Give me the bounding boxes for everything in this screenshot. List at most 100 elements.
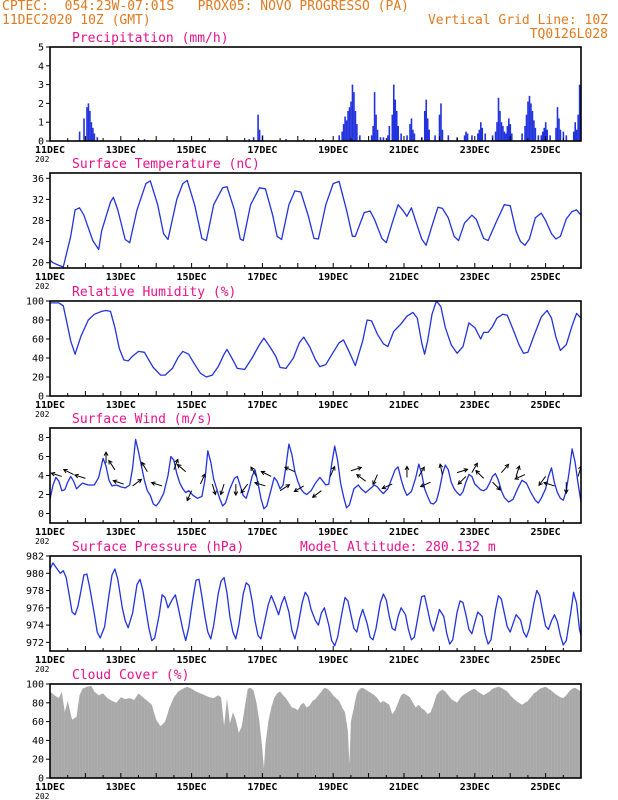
precip-bar-112 <box>578 84 581 141</box>
wind-title: Surface Wind (m/s) <box>72 412 213 427</box>
precip-bar-26 <box>348 107 351 141</box>
wind-arrow-23 <box>293 485 304 492</box>
humidity-ytick-4: 80 <box>32 316 44 327</box>
wind-arrow-37 <box>475 469 485 479</box>
precip-bar-62 <box>447 135 450 141</box>
precip-bar-54 <box>423 110 426 141</box>
humidity-ytick-3: 60 <box>32 335 44 346</box>
wind-xtick-3: 17DEC <box>247 527 277 538</box>
precip-bar-97 <box>541 131 544 141</box>
wind-xtick-0: 11DEC <box>35 527 65 538</box>
humidity-xtick-5: 21DEC <box>389 400 419 411</box>
precip-bar-104 <box>558 118 560 141</box>
precip-bar-56 <box>426 118 429 141</box>
wind-ytick-1: 2 <box>38 490 44 501</box>
precip-bar-7 <box>93 133 96 141</box>
wind-ytick-2: 4 <box>38 471 44 482</box>
precip-bar-14 <box>257 114 259 141</box>
header-line1: CPTEC: 054:23W-07:01S PROX05: NOVO PROGR… <box>2 0 409 14</box>
precip-bar-96 <box>540 135 543 141</box>
precip-bar-13 <box>252 137 255 141</box>
wind-xtick-1: 13DEC <box>106 527 136 538</box>
temperature-ytick-3: 32 <box>32 195 44 206</box>
wind-ytick-3: 6 <box>38 452 44 463</box>
precip-bar-3 <box>87 103 90 141</box>
temperature-year-stub: 202 <box>35 282 50 291</box>
precip-year-stub: 202 <box>35 155 50 164</box>
precip-bar-25 <box>347 110 349 141</box>
humidity-ytick-1: 20 <box>32 373 44 384</box>
cloud-ytick-2: 40 <box>32 736 44 747</box>
wind-xtick-5: 21DEC <box>389 527 419 538</box>
pressure-ytick-2: 976 <box>26 603 44 614</box>
pressure-ytick-0: 972 <box>26 638 44 649</box>
wind-arrow-33 <box>438 463 444 475</box>
wind-line <box>50 438 581 510</box>
wind-arrow-18 <box>250 466 257 477</box>
panel-humidity: 0 20 40 60 80 100 11DEC 13DEC 15DEC 17DEC 19DEC 21D… <box>26 285 582 419</box>
precip-bar-48 <box>406 135 408 141</box>
precip-bar-19 <box>322 139 324 141</box>
header-date: 11DEC2020 10Z (GMT) <box>2 13 151 28</box>
pressure-xtick-6: 23DEC <box>460 655 490 666</box>
pressure-annotation: Model Altitude: 280.132 m <box>300 540 496 555</box>
wind-arrow-26 <box>350 466 363 472</box>
precip-bar-42 <box>391 114 394 141</box>
precip-bar-10 <box>143 139 146 141</box>
temperature-ytick-0: 20 <box>32 258 44 269</box>
precip-bar-86 <box>521 133 523 141</box>
cloud-xtick-5: 21DEC <box>389 782 419 793</box>
precip-bar-20 <box>338 135 340 141</box>
wind-year-stub: 202 <box>35 537 50 546</box>
cloud-xtick-3: 17DEC <box>247 782 277 793</box>
precip-bar-76 <box>497 97 500 141</box>
precip-bar-58 <box>434 135 436 141</box>
wind-arrow-39 <box>500 463 510 473</box>
precip-bar-66 <box>466 133 469 141</box>
precip-bar-45 <box>395 110 398 141</box>
temperature-ytick-2: 28 <box>32 216 44 227</box>
pressure-xtick-5: 21DEC <box>389 655 419 666</box>
precip-bar-64 <box>463 135 466 141</box>
humidity-ytick-2: 40 <box>32 354 44 365</box>
precip-bar-107 <box>565 135 568 141</box>
wind-arrow-25 <box>329 465 336 477</box>
precip-bar-105 <box>559 129 562 141</box>
header-model-code: TQ0126L028 <box>529 27 608 42</box>
wind-arrow-27 <box>356 473 366 482</box>
humidity-ytick-5: 100 <box>26 297 44 308</box>
precip-bar-111 <box>577 114 579 141</box>
wind-arrow-34 <box>456 468 469 474</box>
pressure-ytick-5: 982 <box>26 552 44 563</box>
precip-bar-2 <box>86 107 88 141</box>
temperature-xtick-4: 19DEC <box>318 272 348 283</box>
wind-plot <box>50 438 581 510</box>
precip-xtick-3: 17DEC <box>247 145 277 156</box>
precip-bar-92 <box>531 110 534 141</box>
wind-arrow-19 <box>253 481 266 487</box>
cloud-ytick-3: 60 <box>32 717 44 728</box>
precip-bar-65 <box>465 131 467 141</box>
wind-arrow-35 <box>457 476 467 485</box>
precip-bar-94 <box>534 127 537 141</box>
wind-arrow-3 <box>73 473 86 479</box>
wind-xtick-7: 25DEC <box>531 527 561 538</box>
precip-bar-68 <box>477 133 479 141</box>
precip-bar-21 <box>341 131 343 141</box>
cloud-title: Cloud Cover (%) <box>72 668 189 683</box>
cloud-xtick-6: 23DEC <box>460 782 490 793</box>
precip-bar-43 <box>392 84 395 141</box>
precip-xtick-1: 13DEC <box>106 145 136 156</box>
panel-precip: 0 1 2 3 4 5 11DEC 13DEC 15DEC 17DEC 19DEC 21DEC 23DE… <box>35 31 582 164</box>
precip-bar-28 <box>351 84 354 141</box>
precip-bar-41 <box>388 125 391 141</box>
wind-frame <box>49 427 582 524</box>
precip-bar-108 <box>572 131 575 141</box>
cloud-year-stub: 202 <box>35 792 50 800</box>
wind-arrow-44 <box>563 482 569 495</box>
precip-ytick-1: 1 <box>38 118 44 129</box>
precip-bar-110 <box>575 129 578 141</box>
precip-bar-33 <box>370 135 373 141</box>
wind-arrow-40 <box>515 465 521 477</box>
precip-bar-6 <box>92 127 94 141</box>
